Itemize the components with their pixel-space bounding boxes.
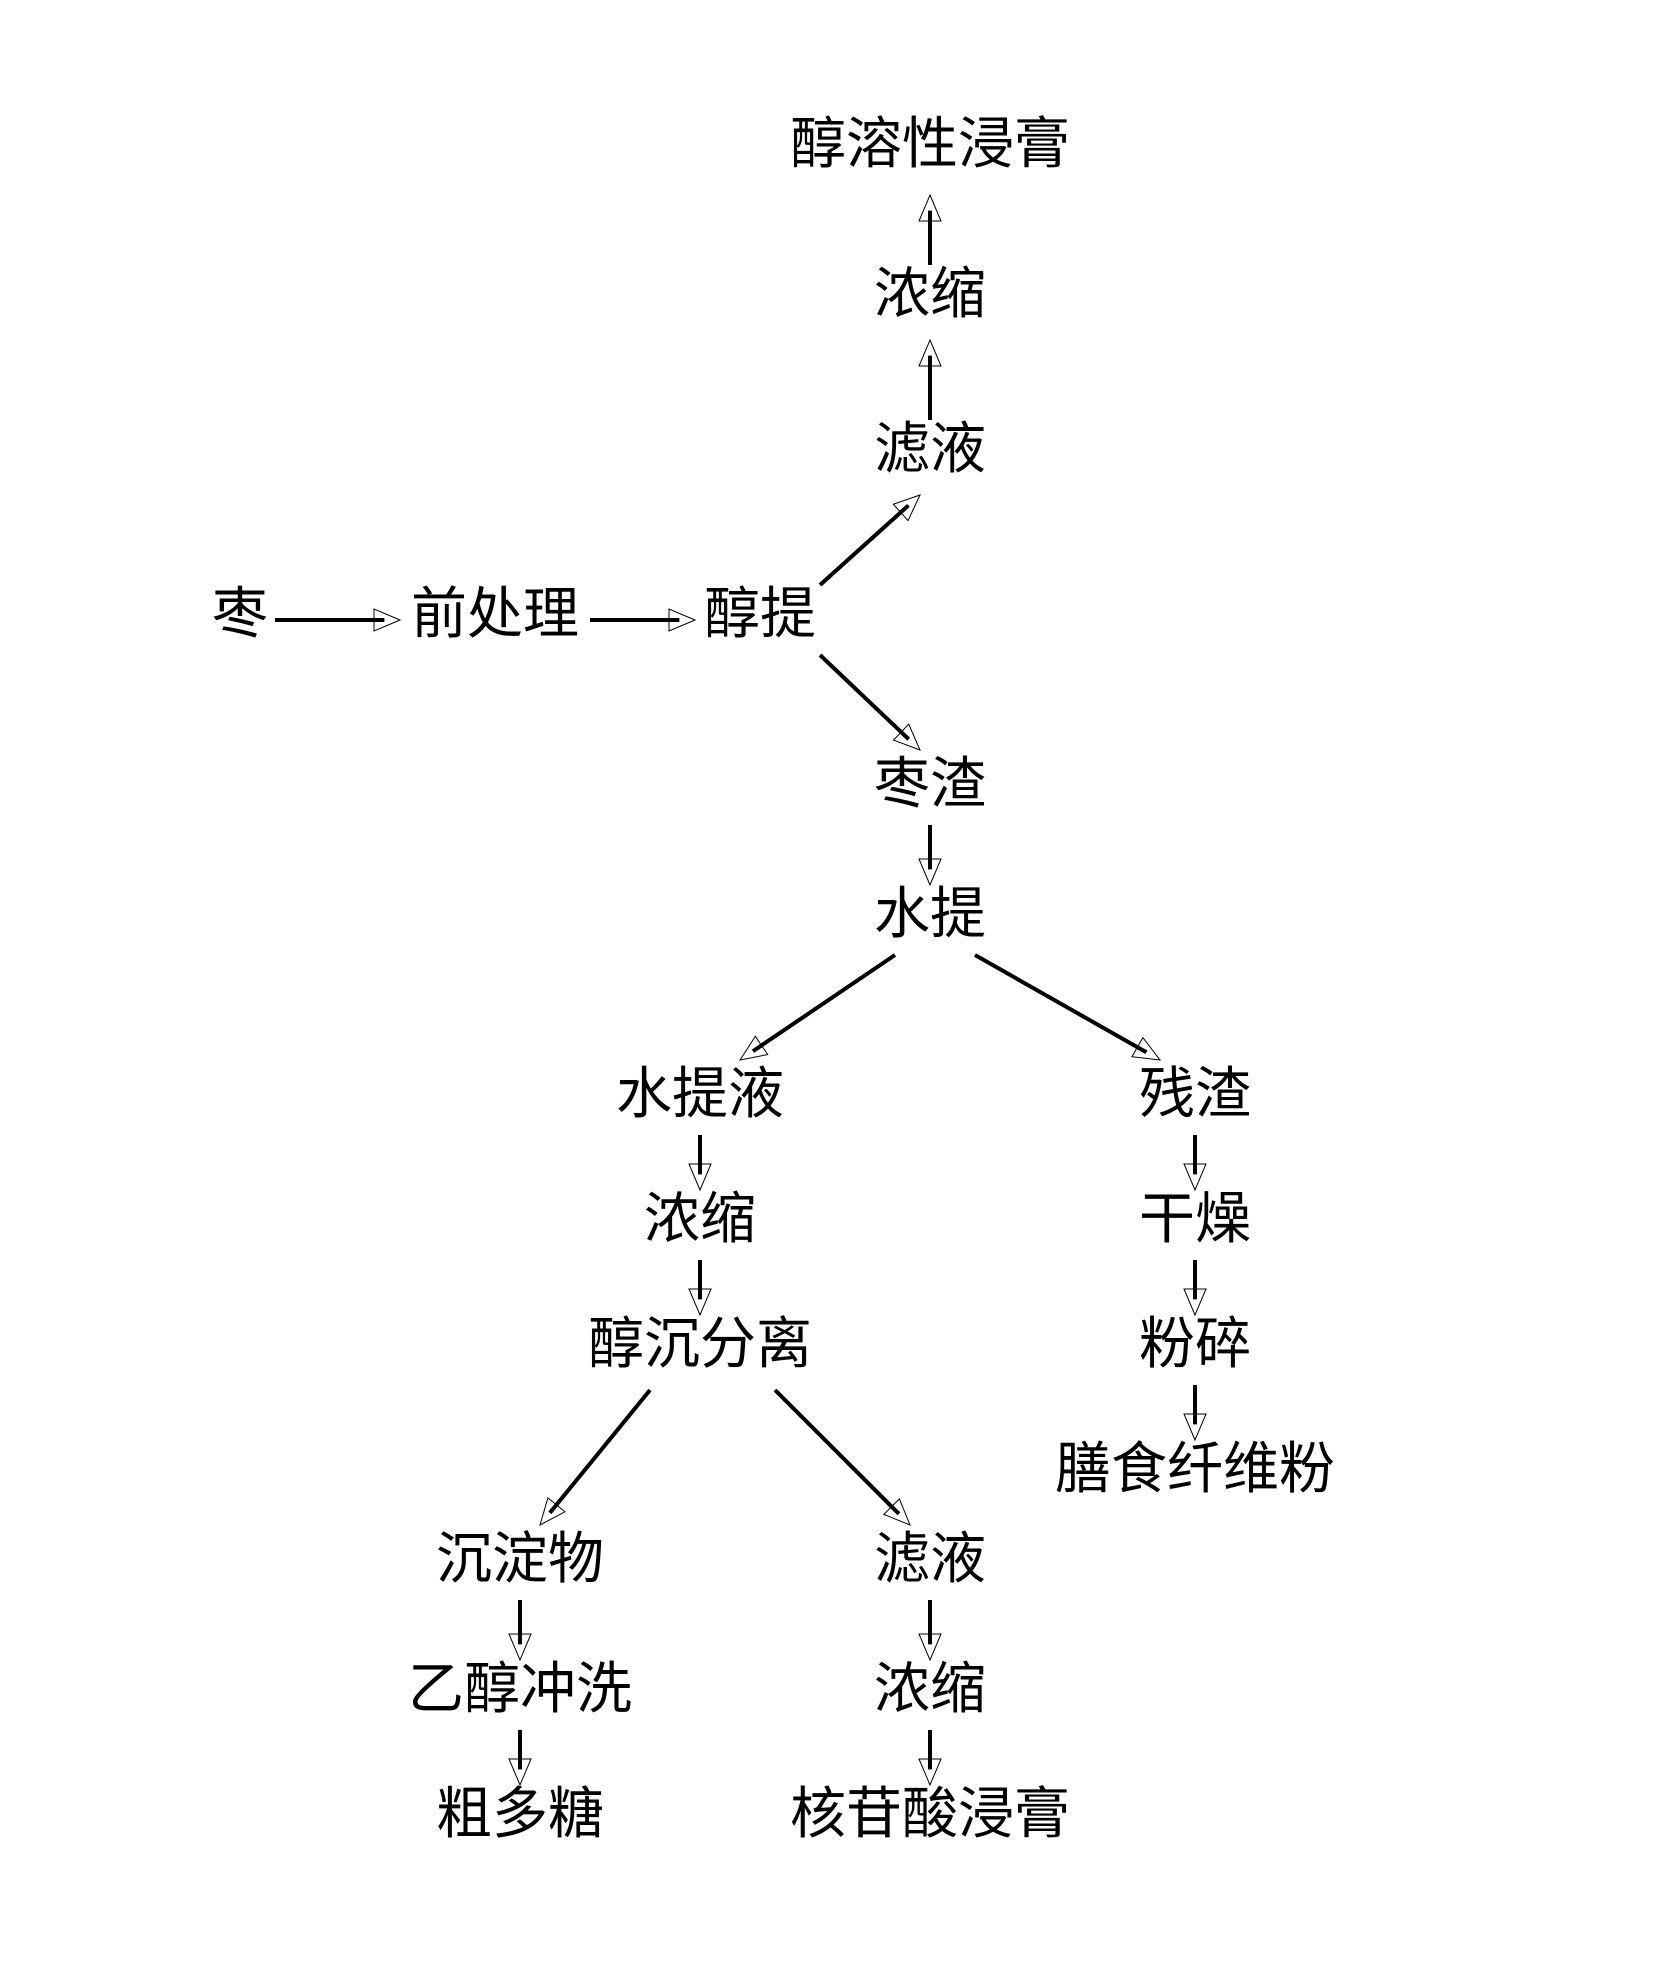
edge-shuitiye-nongsuo_mid bbox=[689, 1135, 711, 1190]
node-chunchen: 醇沉分离 bbox=[588, 1314, 812, 1376]
node-cuduotang: 粗多糖 bbox=[436, 1784, 604, 1846]
node-shanshi: 膳食纤维粉 bbox=[1055, 1439, 1335, 1501]
edge-chunchen-lvye_bot bbox=[775, 1390, 910, 1525]
node-lvye_top: 滤液 bbox=[874, 419, 986, 481]
node-nongsuo_mid: 浓缩 bbox=[644, 1189, 756, 1251]
edge-shuiti-canzha bbox=[975, 955, 1160, 1060]
edge-canzha-ganzao bbox=[1184, 1135, 1206, 1190]
edge-zaozha-shuiti bbox=[919, 825, 941, 885]
node-fensui: 粉碎 bbox=[1139, 1314, 1251, 1376]
edge-zao-qianchuli bbox=[275, 609, 400, 631]
node-yichun: 乙醇冲洗 bbox=[408, 1659, 632, 1721]
edge-chunti-lvye_top bbox=[820, 495, 920, 585]
node-nongsuo_top: 浓缩 bbox=[874, 264, 986, 326]
node-lvye_bot: 滤液 bbox=[874, 1529, 986, 1591]
node-zao: 枣 bbox=[212, 584, 268, 646]
edge-chunchen-chendian bbox=[540, 1390, 650, 1525]
node-chunti: 醇提 bbox=[704, 584, 816, 646]
node-ganzao: 干燥 bbox=[1139, 1189, 1251, 1251]
edge-ganzao-fensui bbox=[1184, 1260, 1206, 1315]
edge-chunti-zaozha bbox=[820, 655, 920, 750]
edge-yichun-cuduotang bbox=[509, 1730, 531, 1785]
node-chunrong: 醇溶性浸膏 bbox=[790, 114, 1070, 176]
node-shuitiye: 水提液 bbox=[616, 1064, 784, 1126]
node-chendian: 沉淀物 bbox=[436, 1529, 604, 1591]
edge-nongsuo_mid-chunchen bbox=[689, 1260, 711, 1315]
node-hegan: 核苷酸浸膏 bbox=[790, 1784, 1070, 1846]
edge-chendian-yichun bbox=[509, 1600, 531, 1660]
edge-nongsuo_top-chunrong bbox=[919, 195, 941, 265]
node-zaozha: 枣渣 bbox=[874, 754, 986, 816]
edge-lvye_bot-nongsuo_bot bbox=[919, 1600, 941, 1660]
node-nongsuo_bot: 浓缩 bbox=[874, 1659, 986, 1721]
edge-fensui-shanshi bbox=[1184, 1385, 1206, 1440]
edge-lvye_top-nongsuo_top bbox=[919, 340, 941, 420]
node-shuiti: 水提 bbox=[874, 884, 986, 946]
edge-nongsuo_bot-hegan bbox=[919, 1730, 941, 1785]
node-canzha: 残渣 bbox=[1139, 1064, 1251, 1126]
node-qianchuli: 前处理 bbox=[411, 584, 579, 646]
edge-shuiti-shuitiye bbox=[740, 955, 895, 1060]
edge-qianchuli-chunti bbox=[590, 609, 695, 631]
flowchart-canvas: 枣前处理醇提滤液浓缩醇溶性浸膏枣渣水提水提液浓缩醇沉分离沉淀物乙醇冲洗粗多糖滤液… bbox=[0, 0, 1670, 1984]
